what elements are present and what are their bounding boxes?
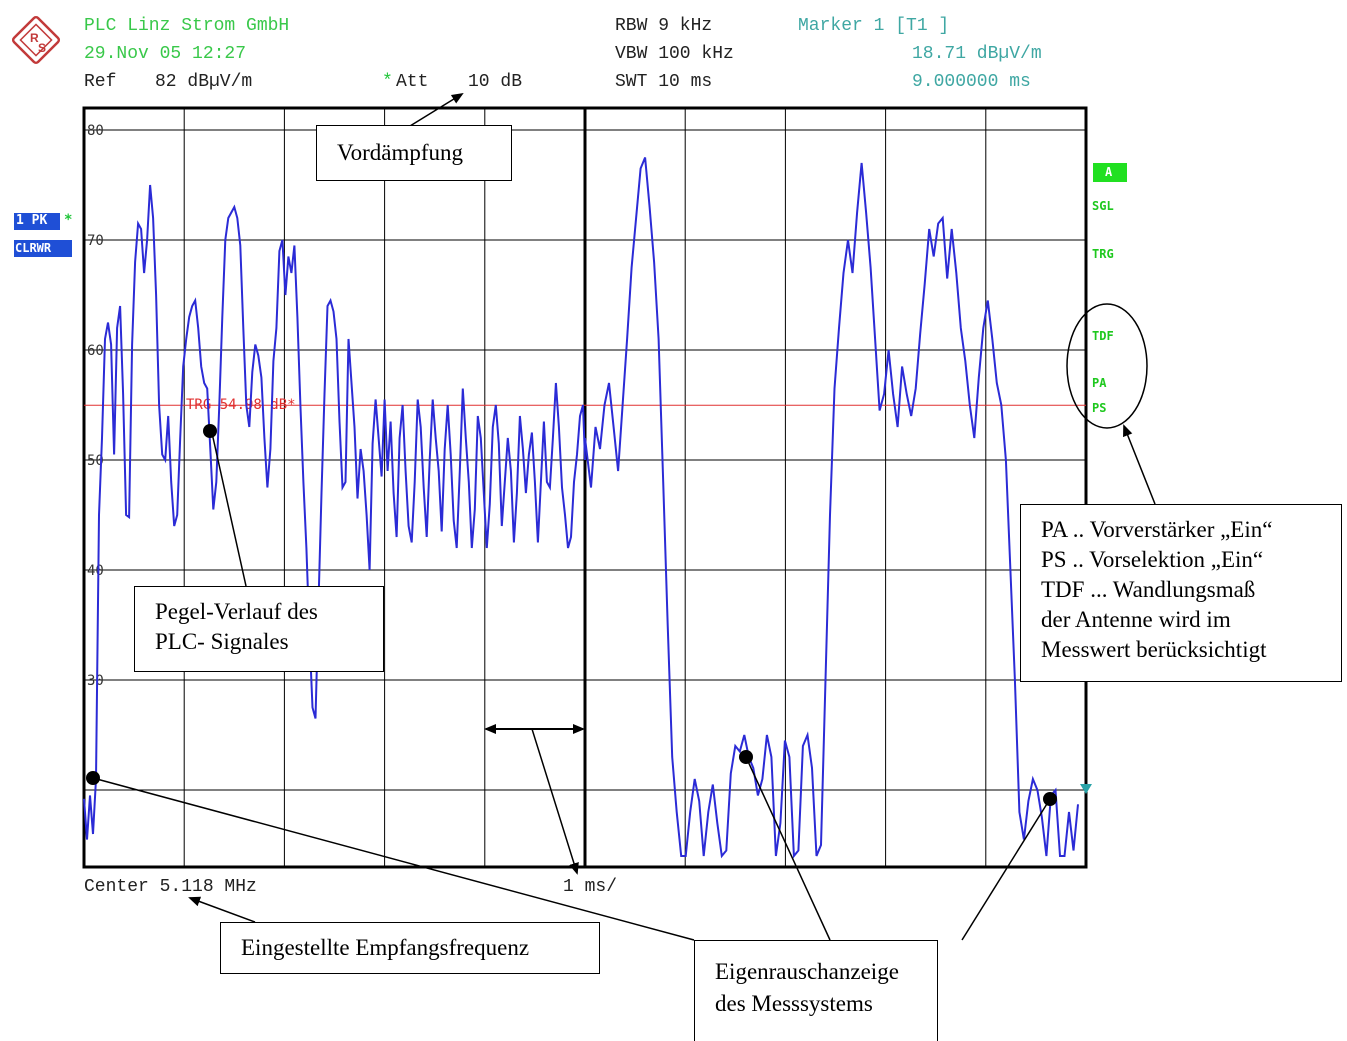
- rohde-schwarz-logo-icon: R S: [11, 15, 61, 65]
- annotation-overlay: [86, 92, 1156, 941]
- a-label: A: [1105, 165, 1113, 179]
- empfang-box: Eingestellte Empfangsfrequenz: [220, 922, 600, 974]
- y-tick-label: 40: [87, 563, 104, 579]
- vbw-setting: VBW 100 kHz: [615, 44, 734, 64]
- trace-left: [83, 184, 586, 840]
- trace-star: *: [64, 212, 73, 228]
- center-frequency: Center 5.118 MHz: [84, 877, 257, 897]
- info-box: PA .. Vorverstärker „Ein“ PS .. Vorselek…: [1020, 504, 1342, 682]
- company-name: PLC Linz Strom GmbH: [84, 16, 290, 36]
- status-ellipse: [1066, 303, 1148, 429]
- annotation-dot: [203, 424, 217, 438]
- rbw-setting: RBW 9 kHz: [615, 16, 713, 36]
- att-label: Att: [396, 72, 429, 92]
- annotation-line: [531, 728, 579, 875]
- annotation-line: [211, 432, 247, 587]
- trace-right: [584, 157, 1079, 859]
- svg-text:S: S: [38, 41, 46, 55]
- marker-time: 9.000000 ms: [912, 72, 1031, 92]
- marker-title: Marker 1 [T1 ]: [798, 16, 950, 36]
- annotation-line: [92, 777, 695, 941]
- annotation-line: [961, 798, 1051, 941]
- date-time: 29.Nov 05 12:27: [84, 44, 247, 64]
- info-line2: PS .. Vorselektion „Ein“: [1041, 547, 1264, 572]
- info-line3: TDF ... Wandlungsmaß: [1041, 577, 1256, 602]
- pegel-line2: PLC- Signales: [155, 629, 289, 654]
- y-tick-label: 30: [87, 673, 104, 689]
- marker-triangle: [1080, 784, 1092, 794]
- svg-text:R: R: [30, 31, 39, 45]
- sgl-label: SGL: [1092, 199, 1114, 213]
- info-line1: PA .. Vorverstärker „Ein“: [1041, 517, 1273, 542]
- eigen-line2: des Messsystems: [715, 991, 873, 1016]
- ps-label: PS: [1092, 401, 1107, 415]
- y-tick-label: 50: [87, 453, 104, 469]
- y-axis-ticks: 30 40 50 60 70 80: [87, 123, 104, 689]
- att-value: 10 dB: [468, 72, 523, 92]
- trace-indicator: 1 PK: [14, 213, 60, 230]
- pa-label: PA: [1092, 376, 1107, 390]
- eigen-line1: Eigenrauschanzeige: [715, 959, 899, 984]
- pegel-line1: Pegel-Verlauf des: [155, 599, 318, 624]
- pegel-box: Pegel-Verlauf des PLC- Signales: [134, 586, 384, 672]
- tdf-label: TDF: [1092, 329, 1114, 343]
- y-tick-label: 60: [87, 343, 104, 359]
- att-star: *: [382, 72, 393, 92]
- swt-setting: SWT 10 ms: [615, 72, 713, 92]
- annotation-line: [1123, 424, 1156, 505]
- trg-label: TRG: [1092, 247, 1114, 261]
- eigen-box: Eigenrauschanzeige des Messsystems: [694, 940, 938, 1041]
- marker-level: 18.71 dBµV/m: [912, 44, 1042, 64]
- y-tick-label: 80: [87, 123, 104, 139]
- trace-mode: CLRWR: [15, 241, 52, 255]
- chart-grid: [82, 106, 1088, 869]
- vordaempfung-text: Vordämpfung: [337, 140, 464, 165]
- annotation-line: [409, 92, 464, 127]
- info-line4: der Antenne wird im: [1041, 607, 1231, 632]
- span-per-div: 1 ms/: [563, 877, 618, 897]
- trace-label: 1 PK: [16, 213, 48, 228]
- trace-mode-indicator: CLRWR: [14, 240, 72, 257]
- ref-value: 82 dBµV/m: [155, 72, 253, 92]
- empfang-text: Eingestellte Empfangsfrequenz: [241, 935, 530, 960]
- info-line5: Messwert berücksichtigt: [1041, 637, 1267, 662]
- trigger-label: TRG 54.98 dB*: [186, 397, 296, 413]
- annotation-line: [745, 756, 831, 941]
- annotation-line: [188, 896, 256, 923]
- y-tick-label: 70: [87, 233, 104, 249]
- vordaempfung-box: Vordämpfung: [316, 125, 512, 181]
- ref-label: Ref: [84, 72, 117, 92]
- a-indicator: A: [1093, 163, 1127, 182]
